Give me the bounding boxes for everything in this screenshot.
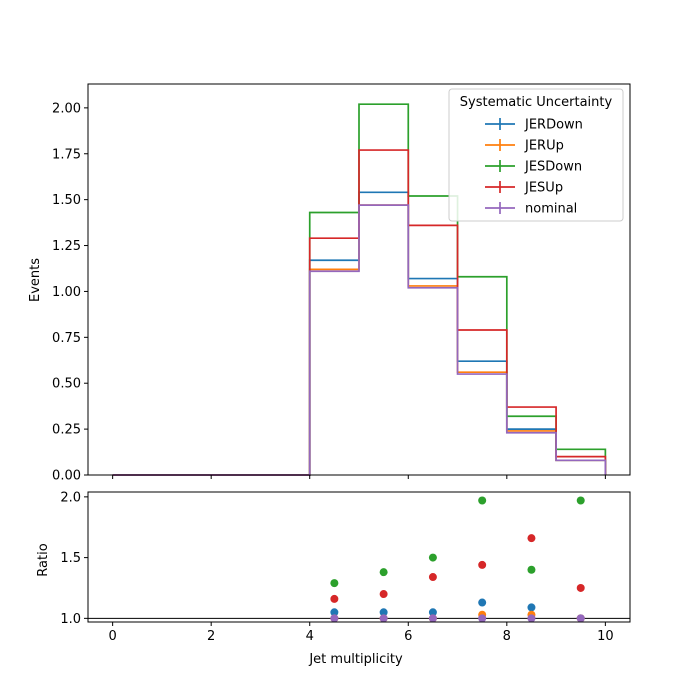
events-panel: 0.00 0.25 0.50 0.75 1.00 1.25 1.50 1.75 2.00 Eve… (28, 83, 631, 484)
legend-label-jesup: JESUp (524, 181, 563, 196)
ratio-y-tick-label: 1.0 (60, 612, 81, 627)
ratio-point-jesup (330, 594, 339, 603)
ratio-points-layer (330, 496, 585, 623)
ratio-x-tick-label: 10 (597, 629, 614, 644)
events-plot-frame (87, 83, 631, 476)
ratio-point-jerdown (428, 608, 437, 617)
ratio-point-jerdown (527, 603, 536, 612)
ratio-y-tick-label: 2.0 (60, 490, 81, 505)
events-y-tick-label: 1.50 (52, 193, 81, 208)
legend-label-jerup: JERUp (524, 139, 564, 154)
events-y-axis-label: Events (28, 258, 43, 302)
ratio-point-jerdown (478, 598, 487, 607)
ratio-point-jesdown (576, 496, 585, 505)
ratio-point-jesup (527, 534, 536, 543)
events-y-tick-label: 1.75 (52, 147, 81, 162)
ratio-point-jerdown (330, 608, 339, 617)
ratio-point-jesup (379, 590, 388, 599)
ratio-panel: 1.0 1.5 2.0 0 2 4 6 8 10 Ratio Jet multiplicity (36, 490, 631, 667)
events-y-tick-label: 0.50 (52, 377, 81, 392)
legend-handle-jerdown (485, 118, 515, 130)
ratio-x-ticks: 0 2 4 6 8 10 (108, 622, 614, 644)
events-y-tick-label: 2.00 (52, 101, 81, 116)
ratio-point-jesdown (428, 553, 437, 562)
legend-entries: JERDown JERUp JESDown JESUp nominal (485, 118, 583, 217)
ratio-y-axis-label: Ratio (36, 543, 51, 576)
ratio-point-jesdown (478, 496, 487, 505)
events-y-tick-label: 1.25 (52, 239, 81, 254)
legend-handle-jerup (485, 139, 515, 151)
x-axis-label: Jet multiplicity (308, 652, 403, 667)
ratio-plot-frame (87, 491, 631, 623)
ratio-point-jesup (576, 583, 585, 592)
ratio-x-tick-label: 0 (108, 629, 116, 644)
legend-handle-jesdown (485, 160, 515, 172)
legend-label-jerdown: JERDown (524, 118, 583, 133)
ratio-point-nominal (330, 614, 339, 623)
ratio-point-jesdown (527, 565, 536, 574)
ratio-point-nominal (576, 614, 585, 623)
legend-title: Systematic Uncertainty (460, 95, 613, 110)
legend-label-nominal: nominal (525, 202, 577, 217)
ratio-y-tick-label: 1.5 (60, 551, 81, 566)
ratio-y-ticks: 1.0 1.5 2.0 (60, 490, 88, 627)
events-x-ticks (112, 475, 606, 479)
ratio-x-tick-label: 2 (207, 629, 215, 644)
legend-handle-jesup (485, 181, 515, 193)
legend: Systematic Uncertainty JERDown JERUp JESDo… (448, 88, 624, 222)
ratio-x-tick-label: 8 (503, 629, 511, 644)
events-y-tick-label: 0.00 (52, 469, 81, 484)
ratio-point-jerdown (379, 608, 388, 617)
legend-handle-nominal (485, 202, 515, 214)
legend-box (448, 88, 624, 222)
legend-label-jesdown: JESDown (524, 160, 582, 175)
events-y-ticks: 0.00 0.25 0.50 0.75 1.00 1.25 1.50 1.75 2.00 (52, 101, 88, 484)
ratio-x-tick-label: 6 (404, 629, 412, 644)
events-y-tick-label: 1.00 (52, 285, 81, 300)
ratio-point-nominal (428, 614, 437, 623)
ratio-point-nominal (527, 614, 536, 623)
ratio-point-nominal (478, 614, 487, 623)
events-y-tick-label: 0.75 (52, 331, 81, 346)
events-y-tick-label: 0.25 (52, 423, 81, 438)
ratio-point-nominal (379, 614, 388, 623)
ratio-point-jesdown (330, 579, 339, 588)
ratio-x-tick-label: 4 (306, 629, 314, 644)
ratio-point-jesup (428, 573, 437, 582)
ratio-point-jesup (478, 560, 487, 569)
ratio-point-jesdown (379, 568, 388, 577)
